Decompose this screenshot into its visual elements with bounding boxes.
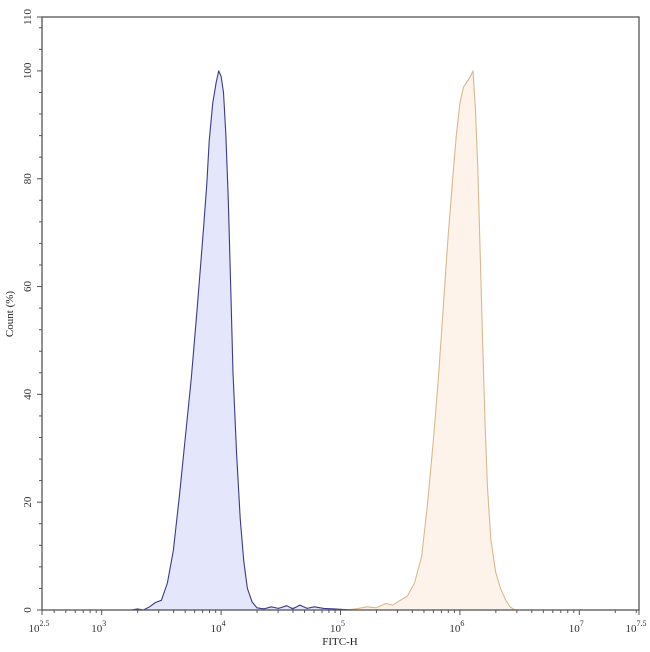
y-tick-label: 110: [22, 8, 34, 25]
series-layer: [131, 70, 516, 611]
y-tick-label: 80: [22, 173, 34, 185]
sample-histogram-area: [250, 70, 516, 611]
y-axis-title: Count (%): [4, 291, 16, 337]
x-axis-title: FITC-H: [322, 636, 358, 648]
y-tick-label: 40: [22, 388, 34, 400]
axes: 0 20 40 60 80 100 110 102.5 103 104 105 106 107 107.…: [22, 8, 647, 635]
plot-frame: [41, 16, 640, 611]
x-tick-label: 107.5: [626, 619, 647, 635]
control-histogram-area: [131, 70, 353, 611]
y-tick-label: 0: [22, 607, 34, 613]
y-tick-label: 60: [22, 281, 34, 293]
y-axis-ticks: 0 20 40 60 80 100 110: [22, 8, 42, 613]
x-tick-label: 104: [211, 619, 226, 635]
x-tick-label: 103: [91, 619, 106, 635]
x-tick-label: 102.5: [29, 619, 50, 635]
x-tick-label: 106: [449, 619, 464, 635]
y-tick-label: 100: [22, 62, 34, 79]
x-tick-label: 107: [569, 619, 584, 635]
x-axis-ticks: 102.5 103 104 105 106 107 107.5: [29, 610, 647, 635]
y-tick-label: 20: [22, 496, 34, 508]
x-tick-label: 105: [330, 619, 345, 635]
